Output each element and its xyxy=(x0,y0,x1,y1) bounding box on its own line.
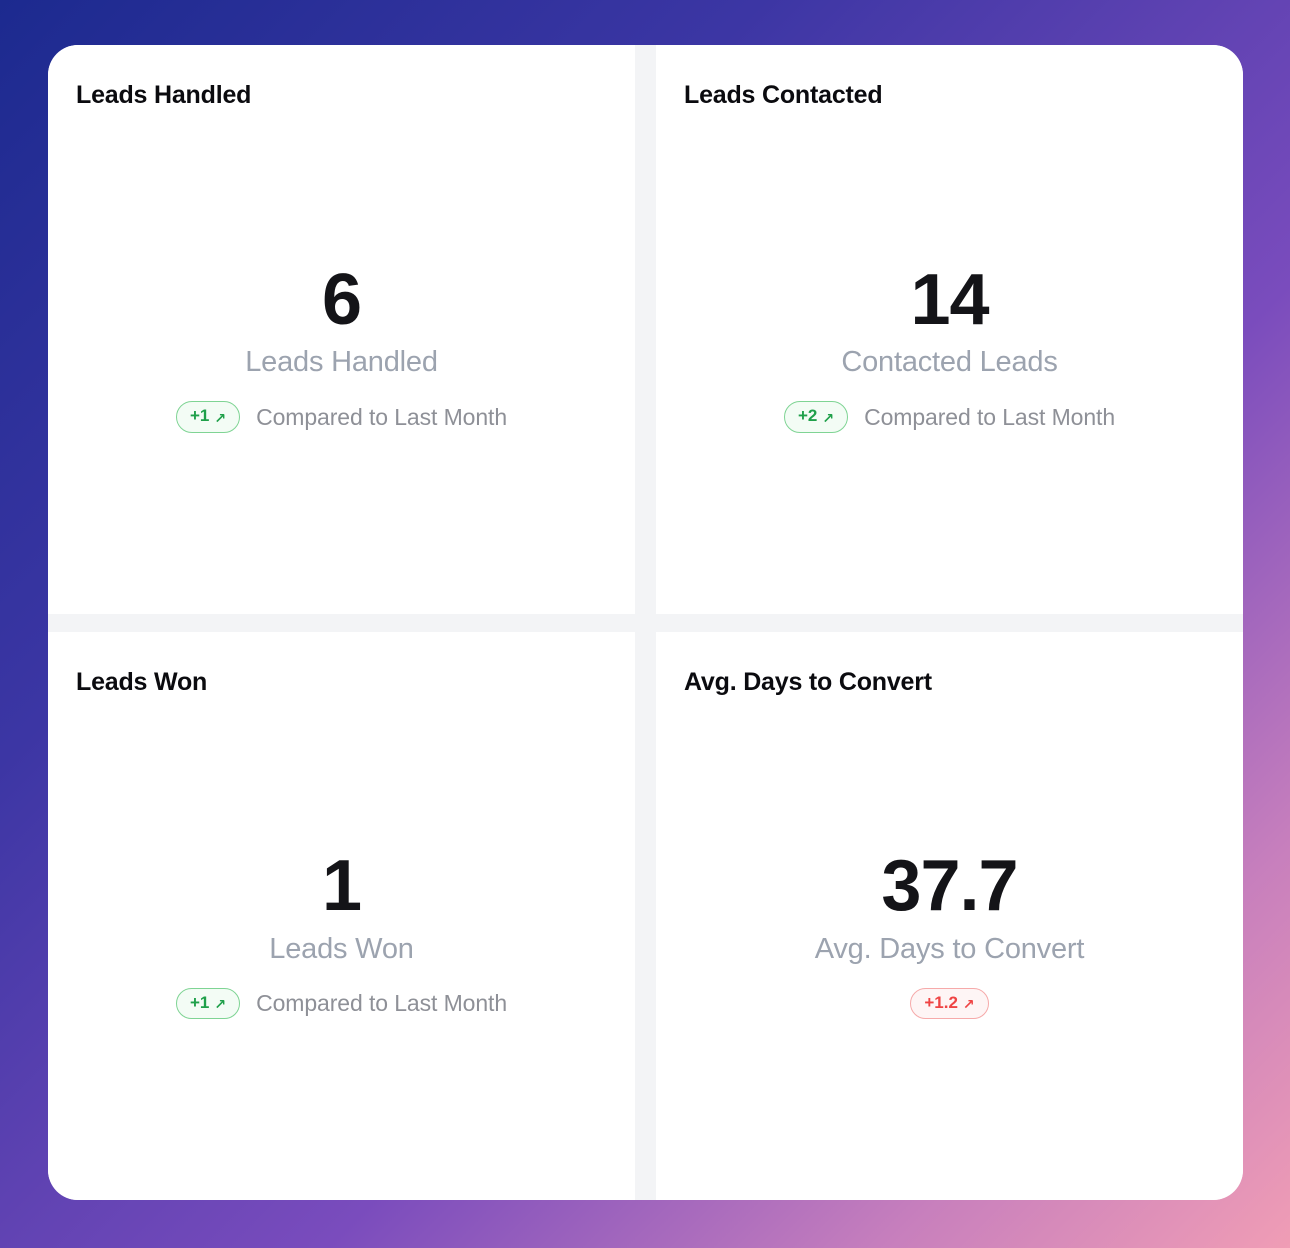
metric-value: 1 xyxy=(321,846,362,927)
kpi-dashboard: Leads Handled 6 Leads Handled +1 ↗ Compa… xyxy=(48,45,1243,1200)
trend-badge: +1 ↗ xyxy=(175,401,241,433)
card-body: 6 Leads Handled +1 ↗ Compared to Last Mo… xyxy=(76,110,607,586)
trend-badge-value: +1 xyxy=(189,406,210,426)
comparison-text: Compared to Last Month xyxy=(256,403,508,430)
metric-label: Avg. Days to Convert xyxy=(814,932,1085,965)
metric-meta: +1.2 ↗ xyxy=(910,987,989,1020)
card-title: Avg. Days to Convert xyxy=(684,667,932,696)
trend-badge: +1 ↗ xyxy=(175,987,241,1020)
trend-badge: +1.2 ↗ xyxy=(910,987,989,1020)
trend-badge: +2 ↗ xyxy=(783,401,849,433)
kpi-card-leads-won: Leads Won 1 Leads Won +1 ↗ Compared to L… xyxy=(48,631,635,1200)
metric-label: Leads Handled xyxy=(245,346,438,379)
card-title: Leads Contacted xyxy=(684,81,883,109)
comparison-text: Compared to Last Month xyxy=(864,403,1116,430)
metric-meta: +2 ↗ Compared to Last Month xyxy=(783,401,1116,433)
metric-value: 37.7 xyxy=(881,846,1018,927)
metric-meta: +1 ↗ Compared to Last Month xyxy=(175,401,508,433)
kpi-card-leads-contacted: Leads Contacted 14 Contacted Leads +2 ↗ … xyxy=(656,45,1243,614)
kpi-card-leads-handled: Leads Handled 6 Leads Handled +1 ↗ Compa… xyxy=(48,45,635,614)
metric-meta: +1 ↗ Compared to Last Month xyxy=(175,987,508,1020)
card-title: Leads Handled xyxy=(76,81,252,109)
trend-badge-value: +1.2 xyxy=(924,992,958,1012)
trend-up-arrow-icon: ↗ xyxy=(214,409,227,426)
card-body: 37.7 Avg. Days to Convert +1.2 ↗ xyxy=(684,697,1215,1173)
trend-up-arrow-icon: ↗ xyxy=(214,996,227,1013)
metric-value: 14 xyxy=(910,259,989,340)
trend-up-arrow-icon: ↗ xyxy=(962,996,975,1013)
card-body: 1 Leads Won +1 ↗ Compared to Last Month xyxy=(76,697,607,1173)
card-body: 14 Contacted Leads +2 ↗ Compared to Last… xyxy=(684,110,1215,586)
kpi-card-avg-days-to-convert: Avg. Days to Convert 37.7 Avg. Days to C… xyxy=(656,631,1243,1200)
trend-badge-value: +2 xyxy=(797,406,818,426)
metric-label: Contacted Leads xyxy=(841,346,1058,379)
metric-value: 6 xyxy=(321,259,362,340)
trend-up-arrow-icon: ↗ xyxy=(822,409,835,426)
card-title: Leads Won xyxy=(76,667,208,696)
trend-badge-value: +1 xyxy=(189,992,210,1012)
metric-label: Leads Won xyxy=(269,932,414,965)
comparison-text: Compared to Last Month xyxy=(256,990,508,1017)
